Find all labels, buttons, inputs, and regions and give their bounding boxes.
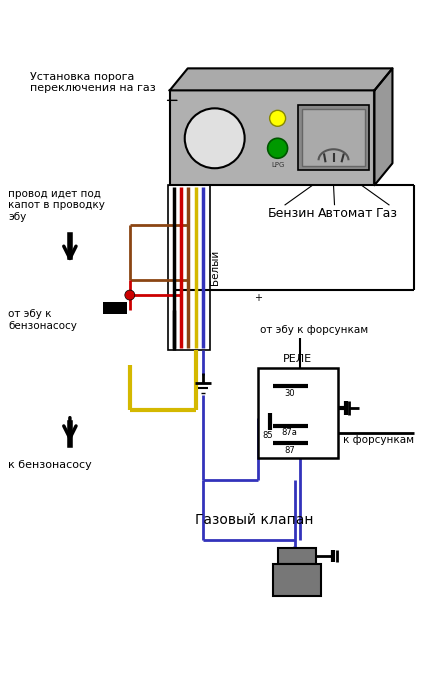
Text: 30: 30	[284, 389, 295, 399]
Text: +: +	[254, 293, 262, 303]
Text: Белый: Белый	[210, 250, 220, 285]
Text: Газ: Газ	[375, 206, 397, 219]
Bar	[297, 106, 369, 170]
Text: TAMONA: TAMONA	[302, 164, 329, 169]
Text: Автомат: Автомат	[317, 206, 373, 219]
Bar	[103, 302, 127, 314]
Text: Установка порога
переключения на газ: Установка порога переключения на газ	[30, 72, 156, 93]
Text: провод идет под
капот в проводку
эбу: провод идет под капот в проводку эбу	[8, 189, 105, 222]
Text: IN-3: IN-3	[349, 164, 362, 169]
Text: к форсункам: к форсункам	[343, 435, 414, 445]
Circle shape	[268, 138, 288, 158]
Text: от эбу к форсункам: от эбу к форсункам	[260, 325, 368, 335]
Text: 87а: 87а	[281, 429, 297, 437]
Bar	[258, 368, 337, 458]
Bar	[301, 109, 365, 167]
Circle shape	[185, 108, 245, 169]
Text: от эбу к
бензонасосу: от эбу к бензонасосу	[8, 309, 77, 331]
Text: Бензин: Бензин	[268, 206, 315, 219]
Polygon shape	[170, 68, 392, 90]
Text: 85: 85	[262, 431, 273, 440]
Bar	[168, 185, 210, 350]
Text: 87: 87	[284, 446, 295, 456]
Bar	[170, 90, 375, 185]
Text: LPG: LPG	[271, 162, 284, 169]
Text: РЕЛЕ: РЕЛЕ	[283, 354, 312, 364]
Polygon shape	[375, 68, 392, 185]
Text: Газовый клапан: Газовый клапан	[195, 512, 313, 527]
Bar	[273, 564, 320, 596]
Circle shape	[125, 290, 135, 300]
Bar	[278, 548, 316, 564]
Text: к бензонасосу: к бензонасосу	[8, 460, 92, 470]
Circle shape	[270, 110, 286, 127]
